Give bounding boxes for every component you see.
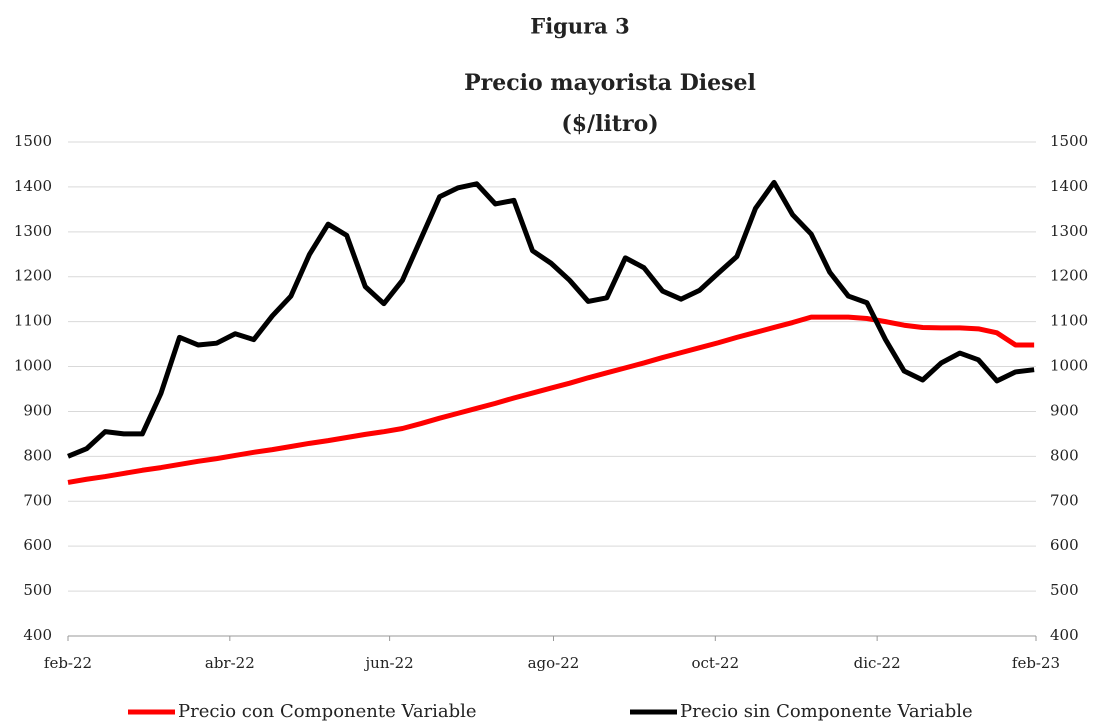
x-tick-label: jun-22 xyxy=(364,654,414,672)
y2-tick-label: 900 xyxy=(1050,401,1079,419)
y-tick-label: 600 xyxy=(23,536,52,554)
figure-heading: Figura 3 xyxy=(530,14,629,39)
chart-subtitle: ($/litro) xyxy=(561,111,658,137)
y-tick-label: 700 xyxy=(23,491,52,509)
y-tick-label: 500 xyxy=(23,581,52,599)
x-tick-label: oct-22 xyxy=(692,654,740,672)
y-tick-label: 1100 xyxy=(14,312,52,330)
y-tick-label: 900 xyxy=(23,401,52,419)
x-tick-label: feb-22 xyxy=(44,654,92,672)
x-tick-label: ago-22 xyxy=(528,654,580,672)
y2-tick-label: 1500 xyxy=(1050,132,1088,150)
y-tick-label: 1000 xyxy=(14,357,52,375)
y2-tick-label: 1000 xyxy=(1050,357,1088,375)
series-line xyxy=(67,179,1035,459)
x-tick-label: feb-23 xyxy=(1012,654,1060,672)
y2-tick-label: 700 xyxy=(1050,491,1079,509)
y2-tick-label: 1100 xyxy=(1050,312,1088,330)
y-tick-label: 1200 xyxy=(14,267,52,285)
y-tick-label: 800 xyxy=(23,446,52,464)
y-tick-label: 1500 xyxy=(14,132,52,150)
y2-tick-label: 500 xyxy=(1050,581,1079,599)
legend-label: Precio sin Componente Variable xyxy=(680,701,973,722)
y2-tick-label: 600 xyxy=(1050,536,1079,554)
chart-title: Precio mayorista Diesel xyxy=(464,70,756,96)
y2-tick-label: 1300 xyxy=(1050,222,1088,240)
x-tick-label: dic-22 xyxy=(854,654,901,672)
y-tick-label: 1300 xyxy=(14,222,52,240)
x-tick-label: abr-22 xyxy=(205,654,255,672)
y2-tick-label: 800 xyxy=(1050,446,1079,464)
y2-tick-label: 400 xyxy=(1050,626,1079,644)
y2-tick-label: 1200 xyxy=(1050,267,1088,285)
y-tick-label: 1400 xyxy=(14,177,52,195)
legend-label: Precio con Componente Variable xyxy=(178,701,477,722)
y-tick-label: 400 xyxy=(23,626,52,644)
y2-tick-label: 1400 xyxy=(1050,177,1088,195)
